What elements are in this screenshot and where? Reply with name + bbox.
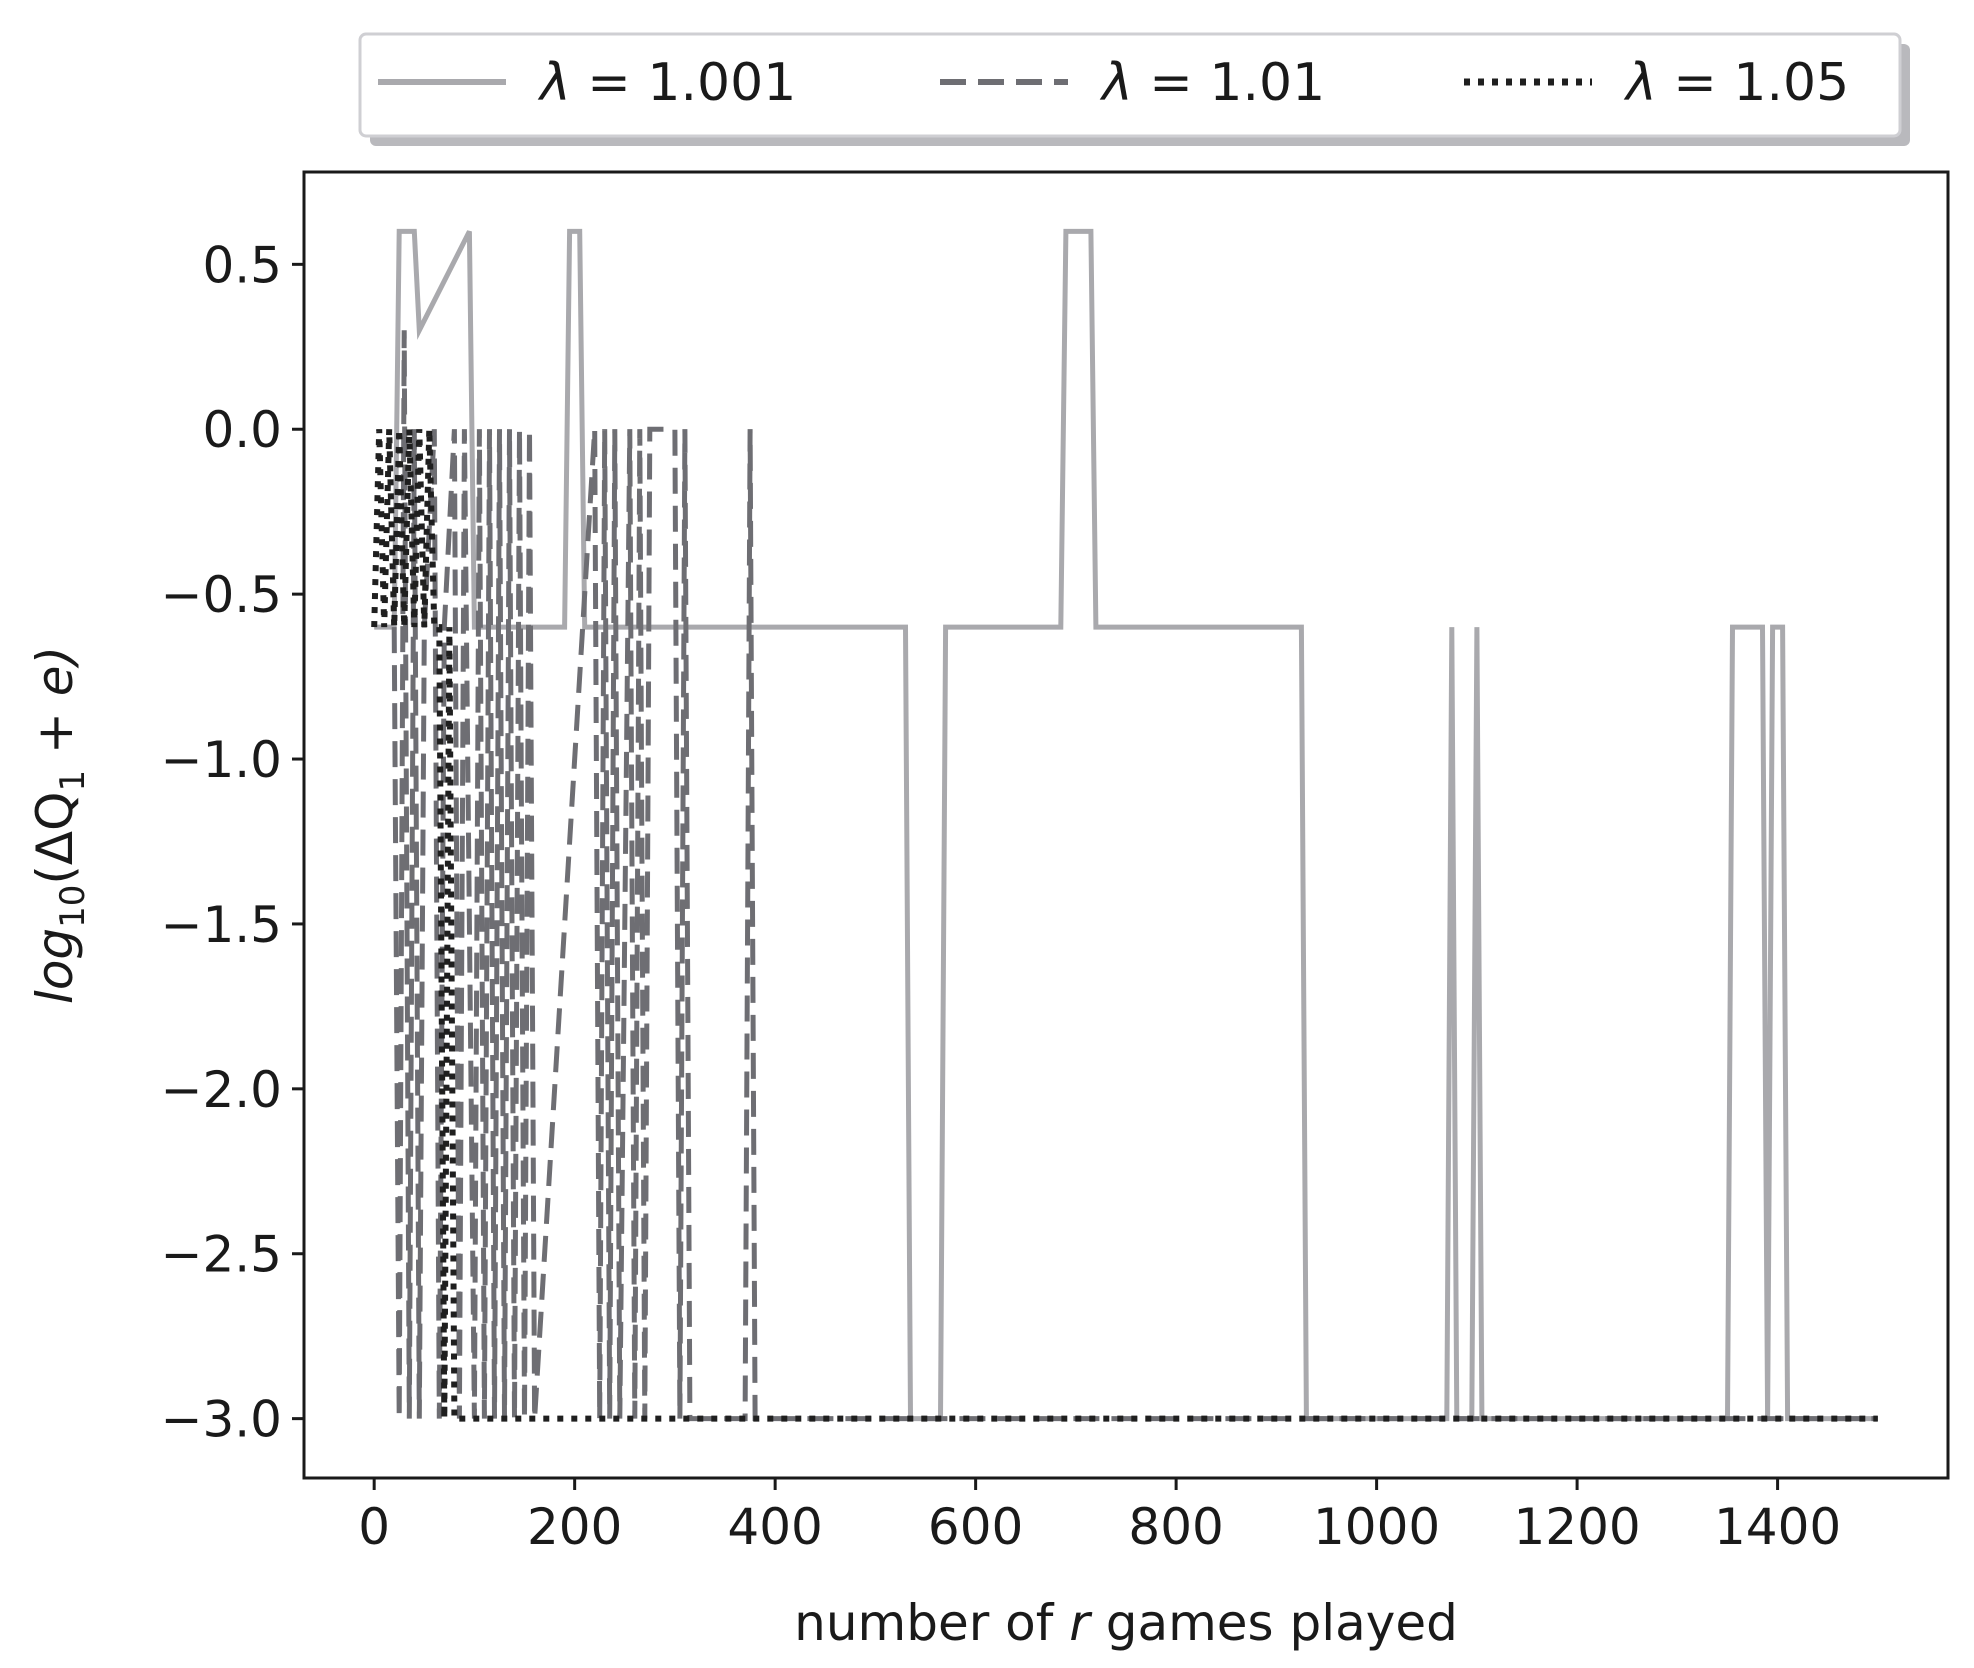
y-tick-label: −3.0: [161, 1391, 282, 1449]
series-line-1: [374, 228, 1878, 1422]
legend-label-2: λ = 1.01: [1099, 53, 1325, 113]
series-layer: [371, 228, 1878, 1422]
y-tick-label: 0.0: [202, 401, 282, 459]
series-line-3: [371, 429, 1878, 1422]
y-tick-label: −1.5: [161, 896, 282, 954]
x-tick-label: 1200: [1513, 1498, 1640, 1556]
series-line-2: [391, 330, 1878, 1422]
x-axis-label: number of r games played: [794, 1594, 1458, 1652]
x-tick-label: 1400: [1714, 1498, 1841, 1556]
x-tick-label: 0: [358, 1498, 390, 1556]
legend-label-3: λ = 1.05: [1623, 53, 1849, 113]
x-tick-label: 1000: [1313, 1498, 1440, 1556]
y-tick-label: −2.0: [161, 1061, 282, 1119]
x-tick-label: 800: [1128, 1498, 1223, 1556]
x-tick-label: 200: [527, 1498, 622, 1556]
y-axis-label: log10(ΔQ1 + e): [26, 646, 93, 1004]
legend-items: λ = 1.001 λ = 1.01 λ = 1.05: [378, 53, 1849, 113]
y-tick-label: 0.5: [202, 236, 282, 294]
legend: λ = 1.001 λ = 1.01 λ = 1.05: [358, 32, 1910, 146]
y-tick-label: −2.5: [161, 1226, 282, 1284]
x-tick-label: 600: [928, 1498, 1023, 1556]
legend-box: [358, 32, 1902, 138]
y-axis: 0.5 0.0 −0.5 −1.0 −1.5 −2.0 −2.5 −3.0: [161, 236, 304, 1449]
x-tick-label: 400: [727, 1498, 822, 1556]
legend-label-1: λ = 1.001: [537, 53, 796, 113]
y-tick-label: −1.0: [161, 731, 282, 789]
x-axis: 0 200 400 600 800 1000 1200 1400: [358, 1478, 1841, 1556]
plot-frame: [302, 170, 1950, 1480]
y-tick-label: −0.5: [161, 566, 282, 624]
